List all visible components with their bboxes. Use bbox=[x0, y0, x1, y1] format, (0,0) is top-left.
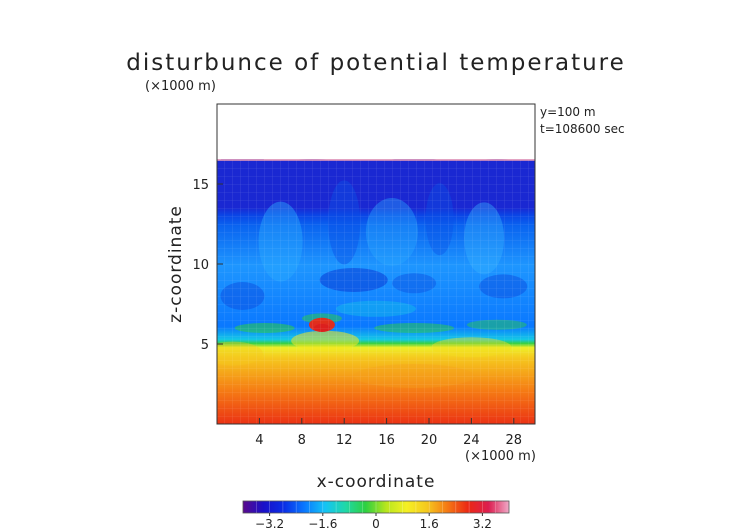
x-tick-label: 28 bbox=[506, 433, 523, 448]
colorbar-tick-label: 0 bbox=[372, 517, 380, 531]
colorbar-tick-label: 1.6 bbox=[420, 517, 439, 531]
x-tick-label: 4 bbox=[255, 433, 263, 448]
colorbar: −3.2 −1.6 0 1.6 3.2 bbox=[242, 500, 510, 531]
grid-overlay bbox=[217, 160, 535, 424]
x-tick-label: 20 bbox=[421, 433, 438, 448]
x-axis-label: x-coordinate bbox=[317, 472, 436, 492]
plot-area bbox=[216, 103, 536, 425]
annotation-y: y=100 m bbox=[540, 105, 596, 119]
x-axis-unit: (×1000 m) bbox=[465, 449, 536, 464]
y-axis-label: z-coordinate bbox=[166, 205, 186, 323]
x-tick-label: 12 bbox=[336, 433, 353, 448]
annotation-time: t=108600 sec bbox=[540, 122, 625, 136]
unit-note: (×1000 m) bbox=[145, 79, 216, 94]
colorbar-tick-label: −1.6 bbox=[308, 517, 337, 531]
y-tick-label: 15 bbox=[192, 178, 209, 193]
chart-title: disturbunce of potential temperature bbox=[126, 50, 626, 76]
y-axis: 5 10 15 bbox=[192, 178, 223, 353]
x-tick-label: 24 bbox=[463, 433, 480, 448]
x-tick-label: 16 bbox=[378, 433, 395, 448]
colorbar-tick-label: −3.2 bbox=[255, 517, 284, 531]
y-tick-label: 5 bbox=[201, 338, 209, 353]
x-tick-label: 8 bbox=[298, 433, 306, 448]
y-tick-label: 10 bbox=[192, 258, 209, 273]
x-axis: 4 8 12 16 20 24 28 bbox=[255, 418, 522, 448]
colorbar-tick-label: 3.2 bbox=[473, 517, 492, 531]
